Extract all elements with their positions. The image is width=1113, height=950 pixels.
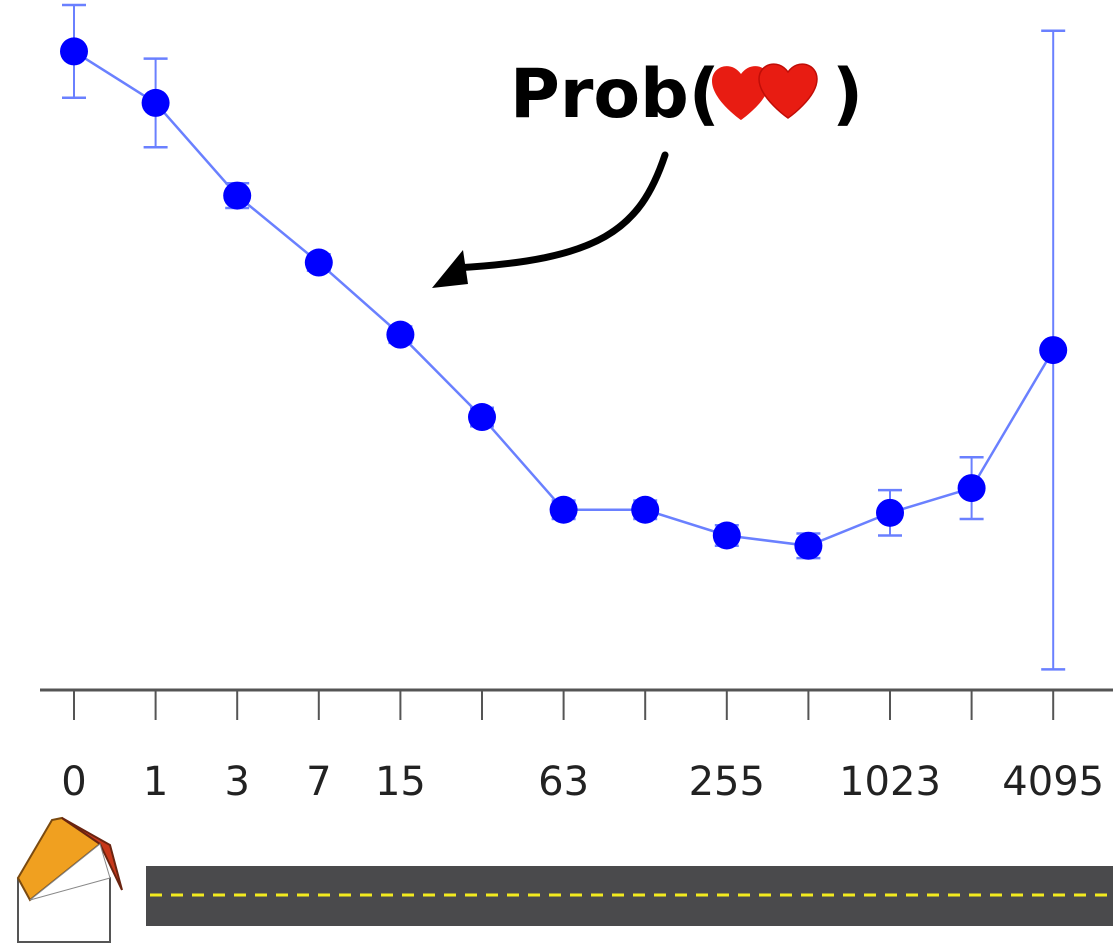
house-icon	[16, 816, 123, 943]
annotation-suffix: )	[832, 55, 863, 134]
data-point	[712, 521, 741, 550]
x-tick-labels: 0 1 3 7 15 63 255 1023 4095	[61, 759, 1104, 805]
x-tick-label: 4095	[1002, 759, 1104, 805]
data-point	[468, 403, 496, 432]
x-axis: 0 1 3 7 15 63 255 1023 4095	[40, 688, 1113, 805]
data-point	[794, 531, 823, 560]
annotation-arrow	[451, 151, 669, 272]
x-tick-label: 1	[143, 759, 168, 805]
data-point	[631, 495, 660, 524]
data-point	[876, 498, 904, 527]
x-tick-label: 63	[538, 759, 589, 805]
x-tick-label: 3	[224, 759, 249, 805]
x-tick-label: 1023	[839, 759, 941, 805]
annotation: Prob( )	[432, 55, 863, 288]
x-ticks	[73, 690, 1055, 720]
annotation-prefix: Prob(	[510, 55, 720, 134]
road-icon	[146, 866, 1113, 926]
data-point	[60, 37, 88, 66]
two-hearts-icon	[712, 63, 818, 120]
x-tick-label: 7	[306, 759, 331, 805]
x-tick-label: 255	[689, 759, 765, 805]
data-point	[549, 495, 578, 524]
data-point	[386, 320, 415, 349]
data-point	[223, 181, 252, 210]
data-point	[141, 88, 170, 117]
x-tick-label: 0	[61, 759, 86, 805]
data-points	[60, 37, 1068, 560]
data-point	[1039, 336, 1068, 365]
annotation-arrowhead	[432, 250, 468, 288]
data-point	[304, 248, 333, 277]
data-point	[957, 474, 986, 503]
x-tick-label: 15	[375, 759, 426, 805]
